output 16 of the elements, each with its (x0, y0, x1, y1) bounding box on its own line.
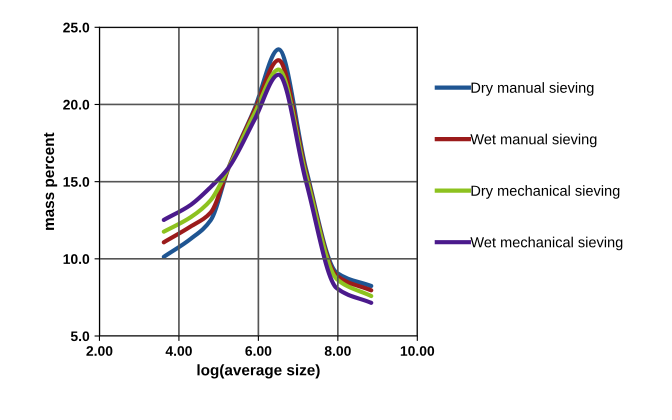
y-tick-label: 15.0 (64, 176, 90, 187)
x-axis-title: log(average size) (197, 364, 320, 379)
y-tick-label: 5.0 (70, 331, 90, 342)
legend-label: Wet manual sieving (470, 134, 596, 148)
x-tick-label: 2.00 (86, 346, 112, 356)
legend-label: Dry manual sieving (472, 82, 594, 96)
x-tick-label: 10.00 (400, 346, 434, 356)
x-tick-label: 6.00 (245, 346, 272, 356)
legend-label: Wet mechanical sieving (470, 236, 622, 250)
legend-label: Dry mechanical sieving (472, 185, 620, 199)
y-tick-label: 20.0 (63, 100, 90, 110)
x-tick-label: 8.00 (324, 346, 351, 356)
y-axis-title: mass percent (44, 132, 58, 230)
y-tick-label: 25.0 (63, 22, 90, 32)
y-tick-label: 10.0 (64, 254, 90, 264)
x-tick-label: 4.00 (166, 346, 192, 356)
